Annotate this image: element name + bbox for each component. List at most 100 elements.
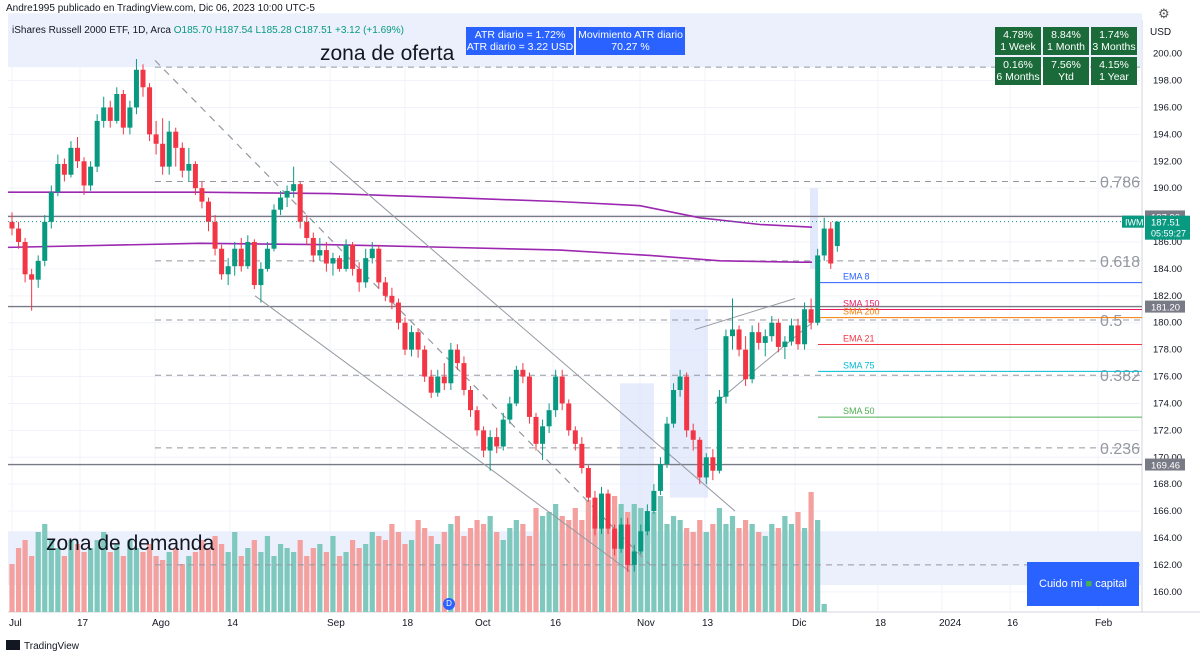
candle (834, 221, 840, 252)
candle (671, 383, 677, 428)
candle-body (592, 497, 598, 529)
candle-body (376, 248, 382, 283)
candle (140, 64, 146, 97)
candle-body (369, 248, 375, 259)
volume-bar (317, 544, 323, 612)
candle (291, 166, 297, 198)
candle (55, 154, 61, 197)
candle (323, 242, 329, 272)
candle (186, 147, 192, 182)
candle (35, 255, 41, 288)
tradingview-footer[interactable]: TradingView (6, 640, 79, 652)
candle (88, 161, 94, 191)
candle-body (644, 511, 650, 532)
candle (487, 430, 493, 471)
currency-label[interactable]: USD (1150, 27, 1172, 38)
candle-body (395, 302, 401, 323)
ma-label: EMA 21 (843, 334, 875, 344)
countdown-label: 05:59:27 (1151, 229, 1186, 239)
demand-zone-label: zona de demanda (46, 532, 215, 555)
settings-icon[interactable]: ⚙ (1158, 6, 1170, 21)
candle-body (599, 493, 604, 529)
volume-bar (546, 512, 552, 612)
cuido-capital-button[interactable]: Cuido mi ■ capital (1027, 562, 1139, 606)
ticker-label: IWM (1125, 218, 1144, 228)
candle-body (520, 369, 526, 377)
x-tick-label: 18 (402, 618, 414, 629)
candle (546, 403, 552, 434)
candle-body (389, 295, 395, 303)
candle-body (723, 336, 729, 397)
volume-bar (395, 532, 402, 612)
candle (107, 100, 113, 128)
candle (75, 137, 80, 168)
volume-bar (369, 532, 375, 612)
volume-bar (9, 564, 15, 612)
y-tick-label: 196.00 (1153, 102, 1182, 113)
candle (599, 486, 604, 534)
candle-body (278, 197, 284, 210)
candle-body (487, 437, 493, 451)
candle (592, 490, 598, 536)
volume-bar (107, 552, 113, 612)
candle (625, 517, 631, 572)
volume-bar (422, 528, 428, 612)
candle-body (507, 403, 513, 420)
candle (29, 268, 35, 311)
volume-bar (61, 556, 67, 612)
dividend-marker[interactable]: D (443, 598, 455, 610)
candle-body (304, 221, 310, 238)
symbol-legend: iShares Russell 2000 ETF, 1D, Arca O185.… (12, 25, 404, 36)
candle (585, 465, 591, 502)
volume-bar (225, 552, 231, 612)
candle-body (179, 147, 185, 171)
candle (206, 197, 211, 232)
candle (127, 100, 133, 135)
y-tick-label: 166.00 (1153, 506, 1182, 517)
candle (441, 363, 447, 390)
candle (703, 453, 709, 485)
candle-body (382, 282, 388, 296)
candle (526, 372, 532, 424)
candle-body (795, 325, 801, 345)
candle-body (815, 255, 821, 323)
volume-bar (664, 524, 670, 612)
candle-body (402, 322, 408, 350)
perf-cell-ytd: 7.56% Ytd (1043, 57, 1089, 85)
volume-bar (598, 512, 605, 612)
candle-body (206, 201, 211, 222)
x-tick-label: 16 (550, 618, 562, 629)
candle (802, 302, 808, 350)
candle (723, 329, 729, 404)
y-tick-label: 180.00 (1153, 318, 1182, 329)
candle-body (730, 329, 735, 337)
candle (788, 318, 794, 346)
ticker-tag (1122, 215, 1144, 228)
volume-bar (304, 556, 310, 612)
candle-body (710, 457, 716, 471)
volume-bar (782, 516, 788, 612)
volume-bar (160, 560, 166, 612)
volume-bar (441, 532, 447, 612)
candle (120, 89, 126, 135)
level-tag (1145, 300, 1185, 313)
candle-body (546, 410, 552, 427)
candle (533, 412, 539, 451)
candle-body (612, 528, 618, 549)
ma-line (8, 191, 813, 228)
candle (245, 235, 251, 269)
candle (330, 252, 336, 276)
candle (376, 244, 382, 290)
volume-bar (467, 528, 474, 612)
candle (579, 437, 585, 474)
volume-bar (808, 492, 814, 612)
ma-label: SMA 75 (843, 360, 875, 370)
volume-bar (35, 532, 41, 612)
candle (657, 457, 663, 495)
candle (114, 87, 120, 124)
volume-bar (539, 516, 546, 612)
volume-bar (651, 512, 657, 612)
candle (173, 127, 179, 167)
candle-body (225, 266, 231, 275)
